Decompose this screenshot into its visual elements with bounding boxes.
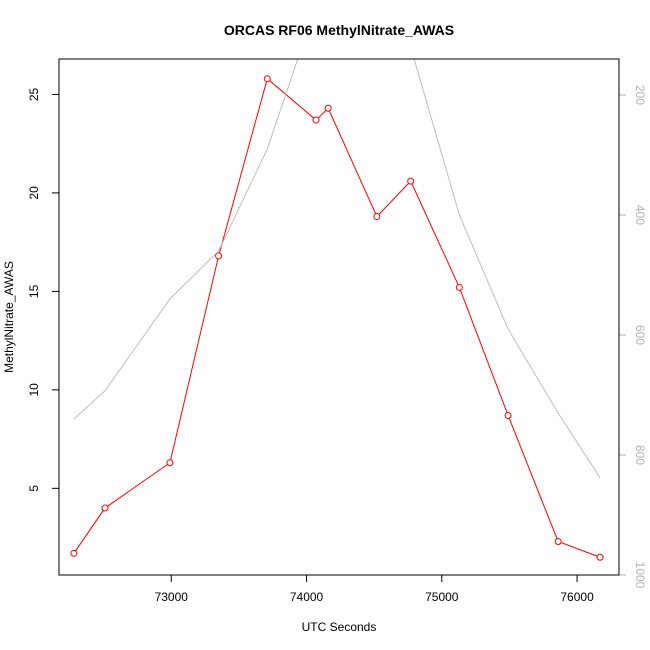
data-point xyxy=(504,411,512,419)
data-point xyxy=(324,104,332,112)
x-axis-label: UTC Seconds xyxy=(302,620,377,634)
series-line-0 xyxy=(73,77,601,558)
data-point xyxy=(166,459,174,467)
y2-tick-label: 800 xyxy=(633,445,647,465)
y-axis-label: MethylNitrate_AWAS xyxy=(2,261,16,373)
plot-frame xyxy=(58,58,620,576)
x-tick-label: 76000 xyxy=(560,590,594,604)
data-point xyxy=(70,549,78,557)
y2-tick-label: 600 xyxy=(633,325,647,345)
y-tick-label: 5 xyxy=(27,485,41,492)
x-tick-label: 73000 xyxy=(155,590,189,604)
axes-layer: 73000 74000 75000 76000 5 10 15 20 25 200 400 600 80… xyxy=(27,85,647,604)
chart-title: ORCAS RF06 MethylNitrate_AWAS xyxy=(224,22,454,38)
data-point xyxy=(373,213,381,221)
x-tick-label: 74000 xyxy=(290,590,324,604)
y-tick-label: 20 xyxy=(27,186,41,200)
data-point xyxy=(215,252,223,260)
y-tick-label: 15 xyxy=(27,284,41,298)
data-point xyxy=(554,538,562,546)
y2-tick-label: 1000 xyxy=(633,562,647,589)
y2-tick-label: 200 xyxy=(633,85,647,105)
data-point xyxy=(263,75,271,83)
y-tick-label: 25 xyxy=(27,87,41,101)
data-point xyxy=(455,283,463,291)
data-point xyxy=(101,504,109,512)
x-tick-label: 75000 xyxy=(425,590,459,604)
data-point xyxy=(407,177,415,185)
y-tick-label: 10 xyxy=(27,383,41,397)
series-layer xyxy=(70,59,604,561)
series-line-1 xyxy=(73,59,601,479)
data-point xyxy=(596,553,604,561)
y2-tick-label: 400 xyxy=(633,205,647,225)
data-point xyxy=(312,116,320,124)
